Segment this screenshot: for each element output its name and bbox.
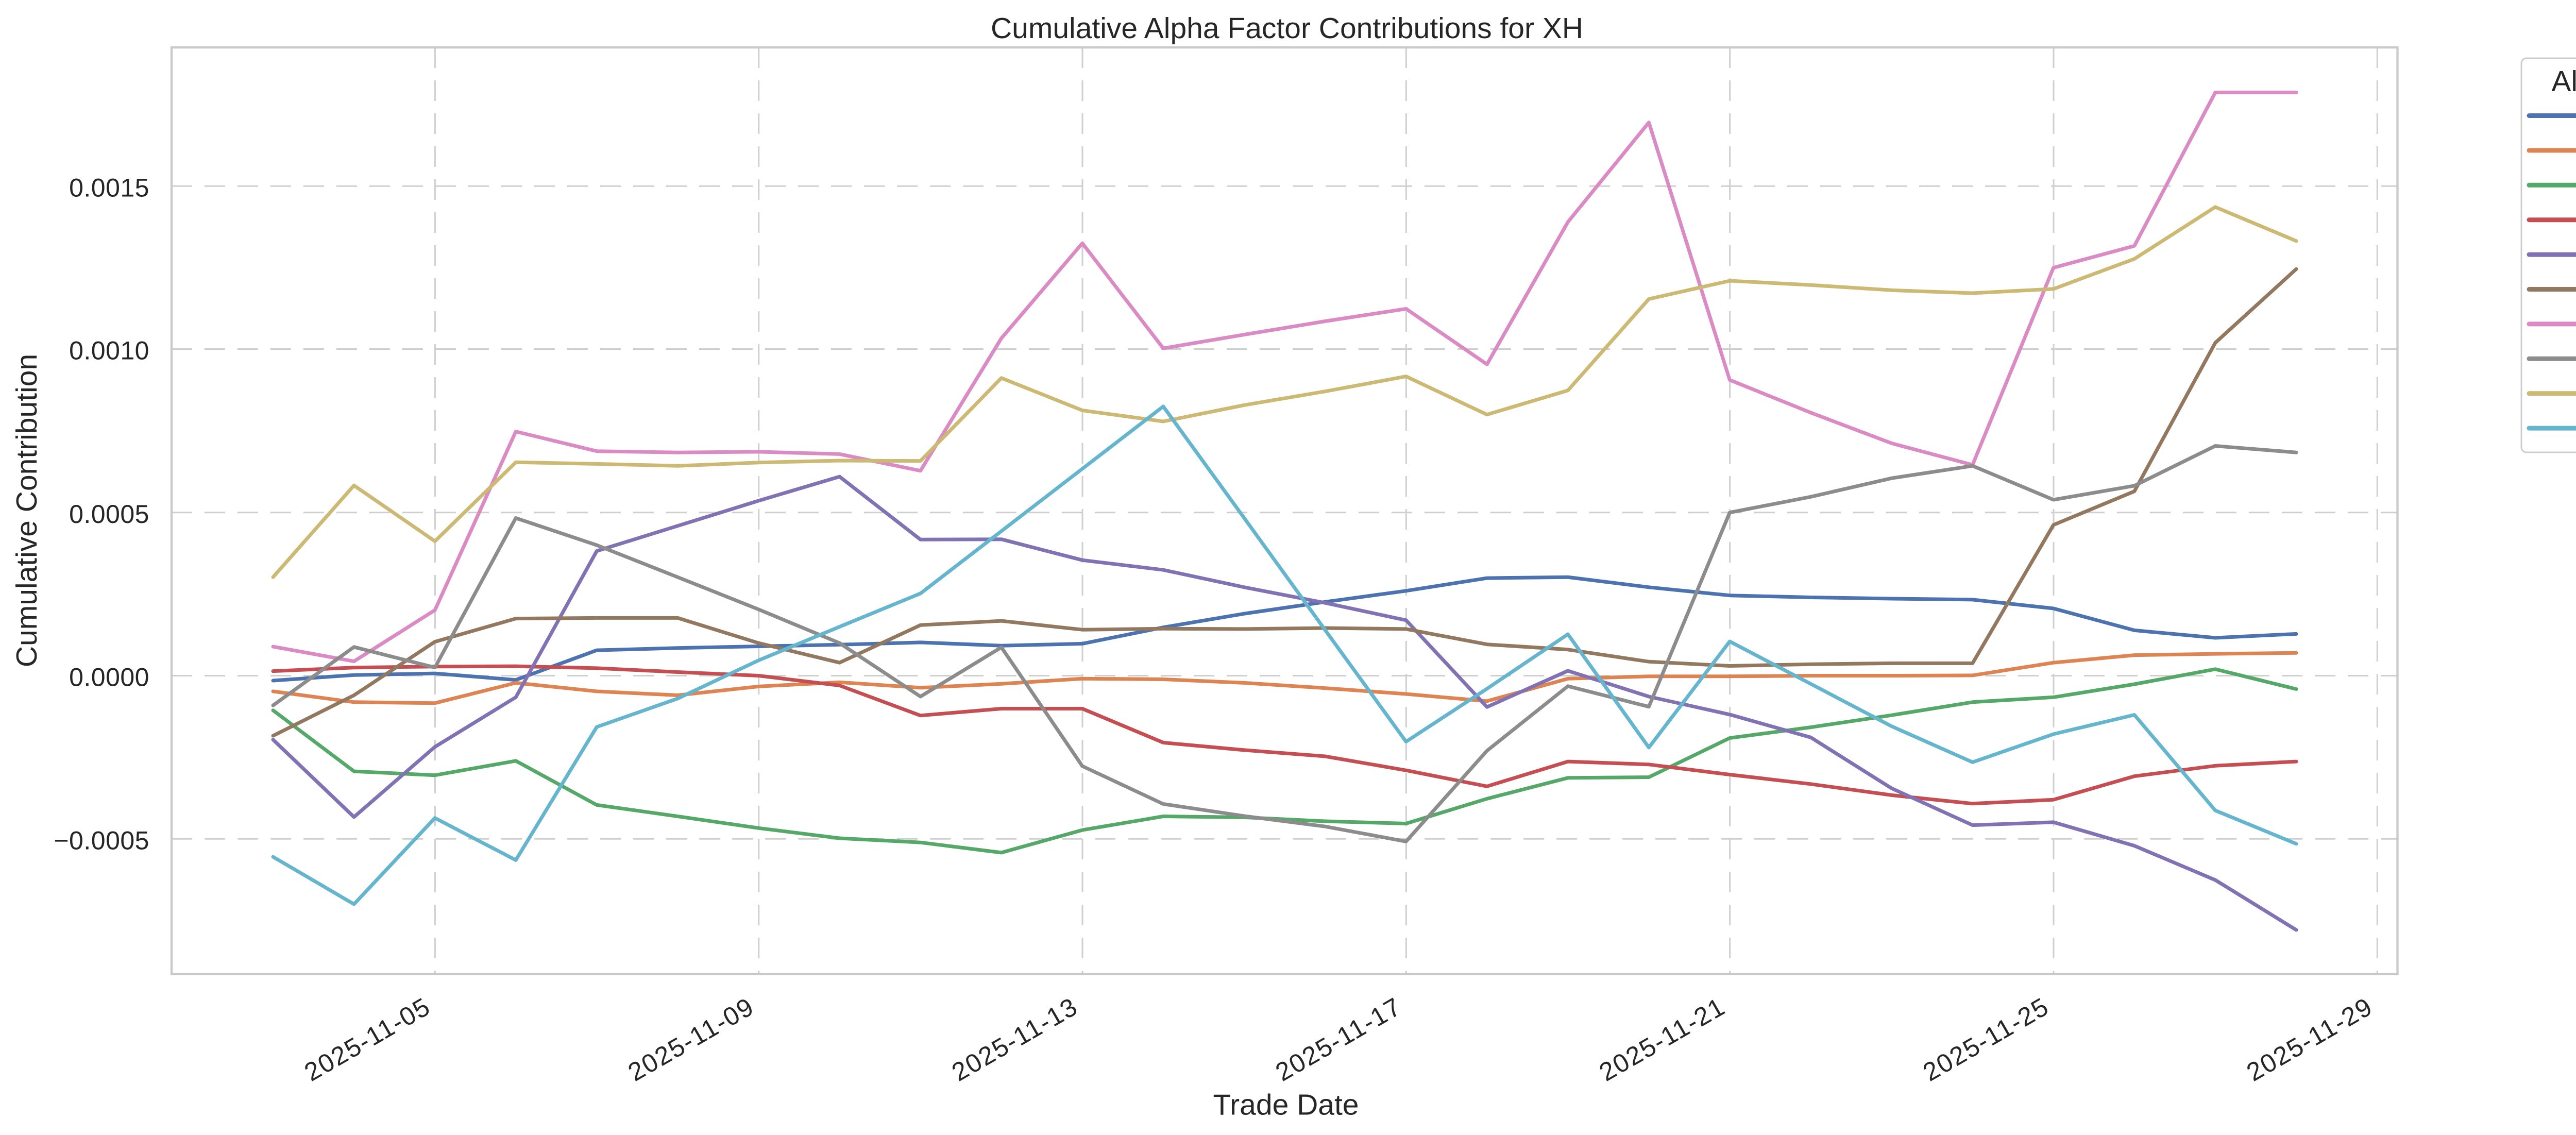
svg-text:Trade Date: Trade Date	[1213, 1089, 1359, 1122]
svg-text:0.0000: 0.0000	[69, 663, 149, 692]
svg-text:0.0015: 0.0015	[69, 173, 149, 202]
svg-text:Alpha Factor: Alpha Factor	[2551, 65, 2576, 98]
svg-text:Cumulative Alpha Factor Contri: Cumulative Alpha Factor Contributions fo…	[991, 12, 1583, 45]
svg-text:0.0005: 0.0005	[69, 500, 149, 529]
svg-text:Cumulative Contribution: Cumulative Contribution	[10, 354, 43, 667]
svg-text:−0.0005: −0.0005	[54, 826, 149, 855]
svg-text:0.0010: 0.0010	[69, 336, 149, 365]
